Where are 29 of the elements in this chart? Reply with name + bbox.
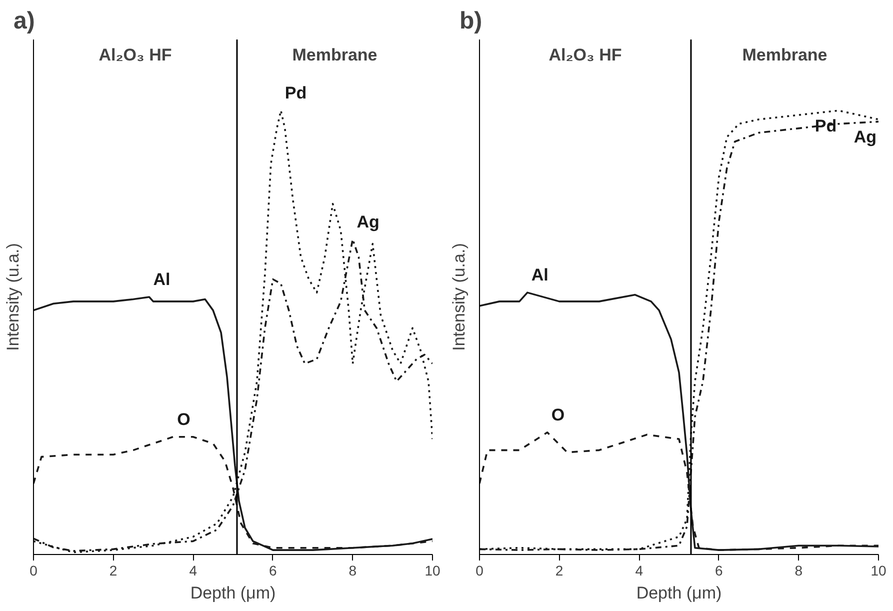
series-label: Ag [356, 212, 380, 232]
text: Membrane [292, 46, 378, 64]
series-label: Ag [854, 128, 877, 147]
x-tick-label: 8 [348, 562, 357, 578]
y-axis-title: Intensity (u.a.) [4, 243, 22, 351]
x-tick-label: 10 [424, 562, 440, 578]
series-label: Al [531, 266, 548, 285]
series-label: Pd [284, 84, 307, 103]
x-tick-label: 8 [794, 562, 803, 578]
x-axis-title: Depth (μm) [190, 584, 276, 602]
x-tick-label: 6 [269, 562, 278, 578]
text: Al₂O₃ HF [548, 46, 622, 64]
x-tick-label: 6 [715, 562, 724, 578]
chart-title: a) [14, 8, 35, 34]
x-tick-label: 4 [189, 562, 198, 578]
x-tick-label: 4 [635, 562, 644, 578]
series-label: O [177, 410, 190, 429]
text: Al₂O₃ HF [98, 46, 172, 64]
series-label: O [551, 405, 565, 424]
x-tick-label: 0 [476, 562, 484, 578]
x-tick-label: 2 [109, 562, 118, 578]
x-tick-label: 0 [30, 562, 38, 578]
chart-title: b) [460, 8, 482, 34]
x-axis-title: Depth (μm) [636, 584, 722, 602]
text: Membrane [742, 46, 828, 64]
x-tick-label: 10 [870, 562, 886, 578]
series-label: Al [153, 270, 170, 289]
y-axis-title: Intensity (u.a.) [450, 243, 468, 351]
x-tick-label: 2 [555, 562, 564, 578]
